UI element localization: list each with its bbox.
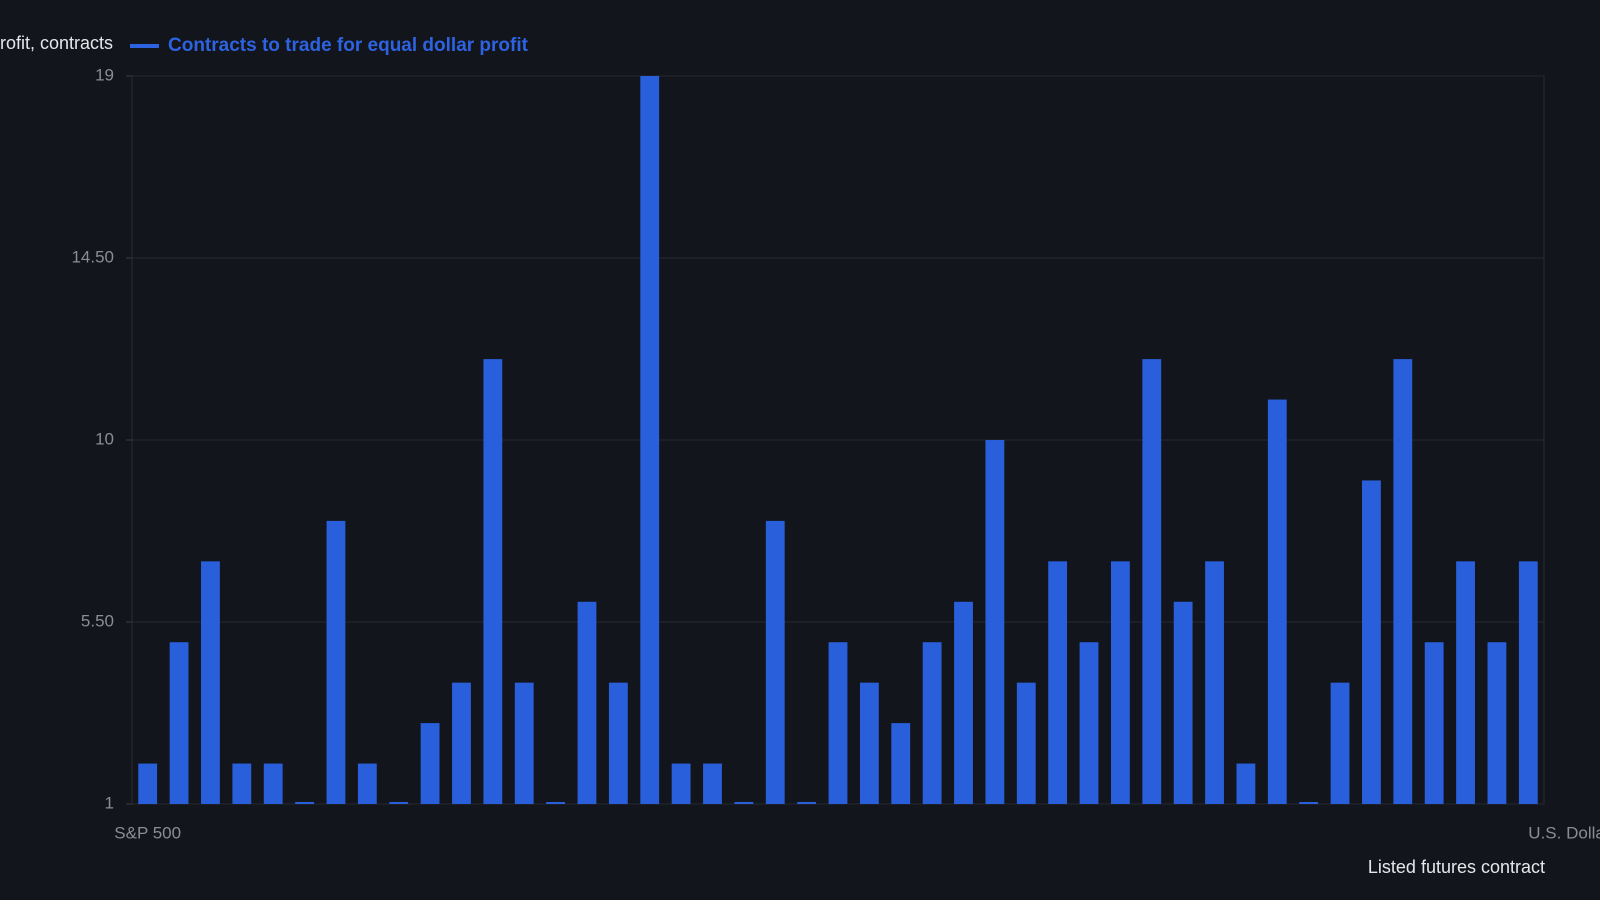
bar	[922, 642, 942, 804]
bar	[1048, 561, 1068, 804]
bar	[608, 682, 628, 804]
bar	[703, 763, 722, 804]
bar	[357, 763, 377, 804]
bar	[1330, 682, 1350, 804]
bar	[232, 763, 252, 804]
y-axis-title: Contracts to trade for equal dollar prof…	[0, 33, 113, 53]
bar	[577, 601, 597, 804]
x-tick-label: U.S. Dollar	[1528, 823, 1600, 842]
bar	[1205, 561, 1224, 804]
bar	[326, 520, 346, 804]
bar	[263, 763, 283, 804]
bar	[1016, 682, 1036, 804]
bar	[1487, 642, 1507, 804]
y-tick-label: 10	[95, 429, 114, 448]
bar	[985, 440, 1005, 804]
bar	[169, 642, 189, 804]
bar	[828, 642, 848, 804]
bar	[201, 561, 220, 804]
bar	[671, 763, 691, 804]
bar	[1393, 359, 1413, 804]
bar	[1424, 642, 1444, 804]
bar	[452, 682, 471, 804]
y-tick-label: 5.50	[81, 611, 114, 630]
bar	[640, 76, 660, 804]
bar	[483, 359, 503, 804]
bar	[295, 802, 314, 804]
bar	[734, 802, 754, 804]
bar	[765, 520, 785, 804]
bar	[1110, 561, 1130, 804]
bar	[1173, 601, 1193, 804]
bar	[420, 723, 440, 804]
bar	[954, 601, 973, 804]
y-tick-label: 1	[105, 793, 114, 812]
legend-label: Contracts to trade for equal dollar prof…	[168, 35, 529, 56]
bar	[1362, 480, 1381, 804]
bar	[1079, 642, 1099, 804]
bar	[514, 682, 534, 804]
bar	[891, 723, 911, 804]
y-tick-label: 14.50	[71, 247, 114, 266]
x-axis-title: Listed futures contract	[1368, 857, 1545, 877]
bar	[546, 802, 566, 804]
bar	[138, 763, 158, 804]
y-tick-label: 19	[95, 65, 114, 84]
bar	[797, 802, 817, 804]
bar	[1456, 561, 1475, 804]
bar	[1299, 802, 1319, 804]
bar	[859, 682, 879, 804]
bar	[1142, 359, 1162, 804]
bar	[389, 802, 409, 804]
bar	[1236, 763, 1256, 804]
bar	[1267, 399, 1287, 804]
x-tick-label: S&P 500	[114, 823, 181, 842]
bar	[1518, 561, 1538, 804]
